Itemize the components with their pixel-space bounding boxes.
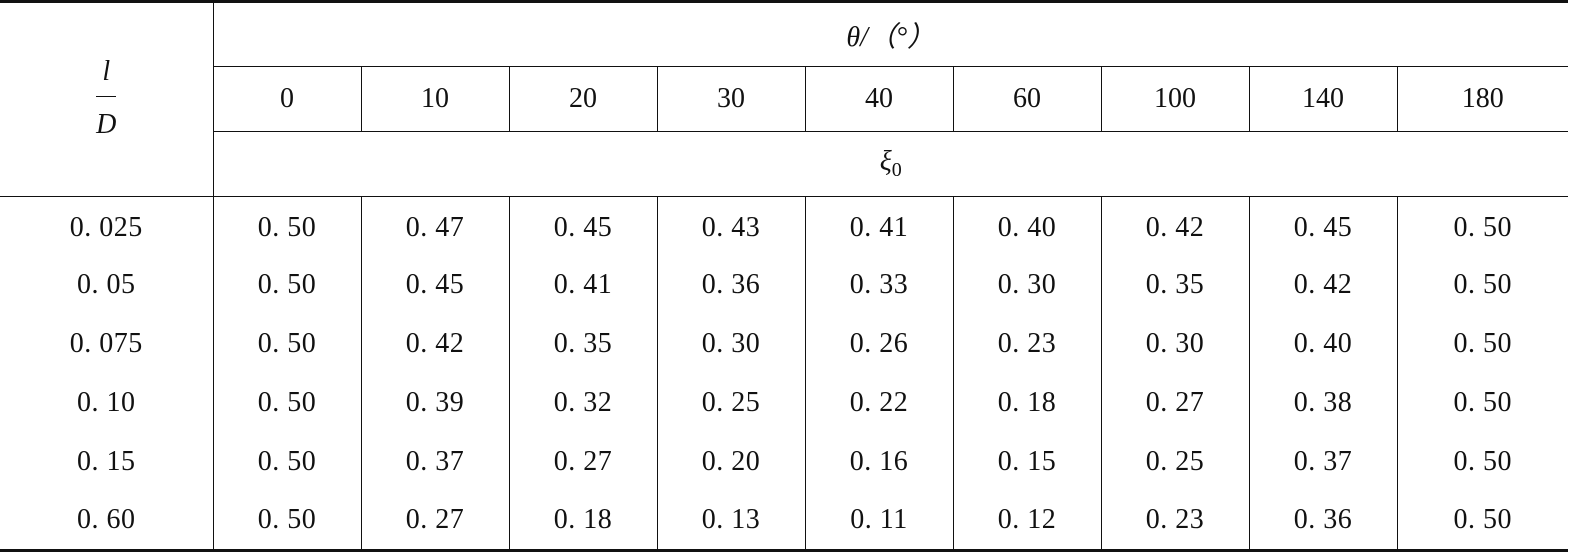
coefficient-cell: 0. 22: [804, 373, 953, 433]
coefficient-cell: 0. 41: [804, 196, 953, 256]
coefficient-cell: 0. 25: [1100, 432, 1249, 492]
ratio-header: l D: [0, 1, 213, 197]
table-row: 0. 05 0. 50 0. 45 0. 41 0. 36 0. 33 0. 30 0. 35…: [0, 255, 1569, 315]
coefficient-cell: 0. 45: [360, 255, 509, 315]
xi-symbol: ξ: [879, 146, 892, 177]
angle-header-cell: 0: [212, 66, 361, 132]
table-row: 0. 15 0. 50 0. 37 0. 27 0. 20 0. 16 0. 15 0. 25…: [0, 432, 1569, 492]
ratio-cell: 0. 60: [77, 504, 136, 536]
angle-header-cell: 10: [360, 66, 509, 132]
coefficient-cell: 0. 43: [656, 196, 805, 256]
coefficient-cell: 0. 37: [1248, 432, 1397, 492]
coefficient-cell: 0. 50: [1396, 432, 1569, 492]
ratio-cell: 0. 15: [77, 446, 136, 477]
fraction-numerator: l: [96, 58, 117, 97]
coefficient-cell: 0. 50: [1396, 491, 1569, 551]
coefficient-cell: 0. 40: [1248, 314, 1397, 374]
coefficient-cell: 0. 42: [360, 314, 509, 374]
table-row: 0. 075 0. 50 0. 42 0. 35 0. 30 0. 26 0. 23 0. 3…: [0, 314, 1569, 374]
coefficient-cell: 0. 50: [1396, 196, 1569, 256]
coefficient-cell: 0. 11: [804, 491, 953, 551]
angle-header-cell: 180: [1396, 66, 1569, 132]
coefficient-cell: 0. 27: [360, 491, 509, 551]
angle-header-cell: 30: [656, 66, 805, 132]
coefficient-cell: 0. 45: [1248, 196, 1397, 256]
coefficient-cell: 0. 16: [804, 432, 953, 492]
coefficient-cell: 0. 41: [508, 255, 657, 315]
coefficient-cell: 0. 23: [952, 314, 1101, 374]
coefficient-cell: 0. 39: [360, 373, 509, 433]
coefficient-cell: 0. 35: [508, 314, 657, 374]
l-over-d-fraction: l D: [96, 58, 117, 140]
coefficient-cell: 0. 30: [1100, 314, 1249, 374]
coefficient-cell: 0. 50: [212, 432, 361, 492]
coefficient-cell: 0. 20: [656, 432, 805, 492]
fraction-denominator: D: [96, 109, 117, 140]
coefficient-cell: 0. 33: [804, 255, 953, 315]
coefficient-cell: 0. 50: [212, 196, 361, 256]
ratio-cell: 0. 10: [77, 387, 136, 418]
coefficient-cell: 0. 18: [508, 491, 657, 551]
coefficient-cell: 0. 50: [1396, 314, 1569, 374]
coefficient-cell: 0. 37: [360, 432, 509, 492]
angle-header-row: 0 10 20 30 40 60 100 140 180: [0, 66, 1569, 132]
table-header: l D θ/（°） 0 10 20 30 40 60 100 140 180 ξ0: [0, 1, 1569, 197]
table-row: 0. 60 0. 50 0. 27 0. 18 0. 13 0. 11 0. 12 0. 23…: [0, 491, 1569, 551]
theta-header-label: θ/（°）: [846, 21, 936, 53]
table-row: 0. 10 0. 50 0. 39 0. 32 0. 25 0. 22 0. 18 0. 27…: [0, 373, 1569, 433]
coefficient-cell: 0. 38: [1248, 373, 1397, 433]
coefficient-cell: 0. 25: [656, 373, 805, 433]
angle-header-cell: 20: [508, 66, 657, 132]
angle-header-cell: 60: [952, 66, 1101, 132]
coefficient-cell: 0. 27: [1100, 373, 1249, 433]
coefficient-cell: 0. 18: [952, 373, 1101, 433]
coefficient-table: l D θ/（°） 0 10 20 30 40 60 100 140 180 ξ0 0. 025…: [0, 1, 1569, 551]
coefficient-cell: 0. 42: [1248, 255, 1397, 315]
coefficient-cell: 0. 50: [212, 255, 361, 315]
xi-subscript: 0: [891, 159, 902, 181]
coefficient-cell: 0. 50: [1396, 255, 1569, 315]
coefficient-cell: 0. 50: [212, 491, 361, 551]
coefficient-cell: 0. 50: [1396, 373, 1569, 433]
angle-header-cell: 140: [1248, 66, 1397, 132]
angle-header-cell: 100: [1100, 66, 1249, 132]
xi-header: ξ0: [212, 131, 1569, 197]
coefficient-cell: 0. 45: [508, 196, 657, 256]
theta-header: θ/（°）: [212, 1, 1569, 67]
coefficient-cell: 0. 30: [952, 255, 1101, 315]
coefficient-cell: 0. 36: [1248, 491, 1397, 551]
coefficient-cell: 0. 15: [952, 432, 1101, 492]
angle-header-cell: 40: [804, 66, 953, 132]
coefficient-cell: 0. 32: [508, 373, 657, 433]
table-body: 0. 025 0. 50 0. 47 0. 45 0. 43 0. 41 0. 40 0. 4…: [0, 196, 1569, 551]
coefficient-cell: 0. 36: [656, 255, 805, 315]
ratio-cell: 0. 075: [69, 328, 143, 359]
coefficient-table-container: l D θ/（°） 0 10 20 30 40 60 100 140 180 ξ0 0. 025…: [0, 1, 1569, 551]
coefficient-cell: 0. 26: [804, 314, 953, 374]
coefficient-cell: 0. 12: [952, 491, 1101, 551]
coefficient-cell: 0. 40: [952, 196, 1101, 256]
coefficient-cell: 0. 50: [212, 373, 361, 433]
coefficient-cell: 0. 35: [1100, 255, 1249, 315]
coefficient-cell: 0. 27: [508, 432, 657, 492]
coefficient-cell: 0. 30: [656, 314, 805, 374]
coefficient-cell: 0. 42: [1100, 196, 1249, 256]
coefficient-cell: 0. 50: [212, 314, 361, 374]
ratio-cell: 0. 05: [77, 269, 136, 300]
coefficient-cell: 0. 47: [360, 196, 509, 256]
ratio-cell: 0. 025: [69, 212, 143, 244]
coefficient-cell: 0. 23: [1100, 491, 1249, 551]
coefficient-cell: 0. 13: [656, 491, 805, 551]
table-row: 0. 025 0. 50 0. 47 0. 45 0. 43 0. 41 0. 40 0. 4…: [0, 196, 1569, 256]
